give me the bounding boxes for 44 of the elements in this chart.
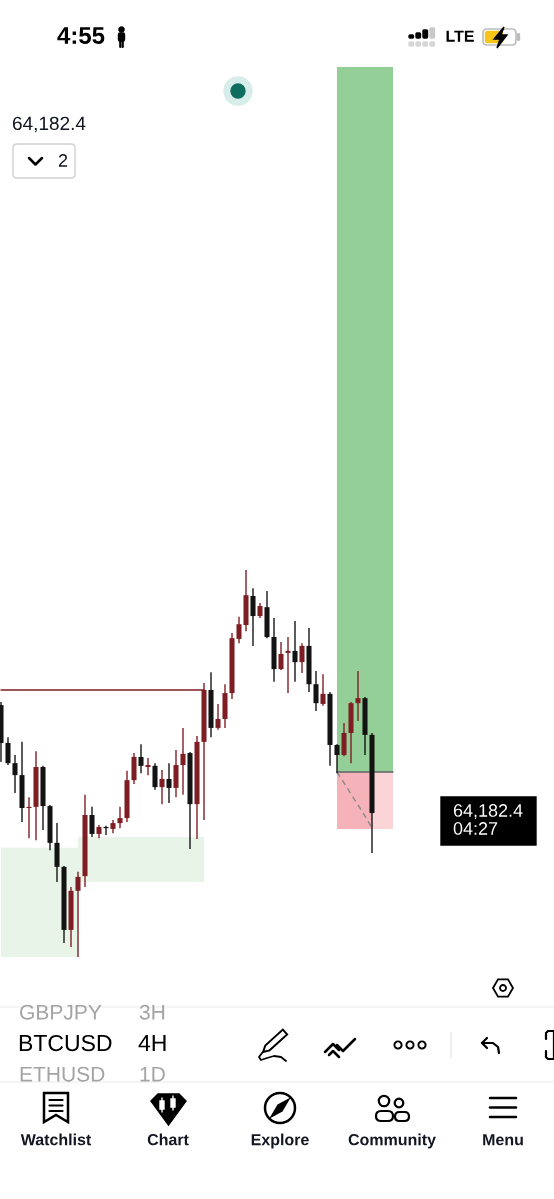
text: 4H xyxy=(138,1035,166,1051)
candlestick xyxy=(334,743,340,774)
candlestick xyxy=(278,641,284,671)
candlestick xyxy=(299,642,305,674)
candlestick xyxy=(5,736,11,766)
text: LTE xyxy=(446,30,474,42)
candlestick xyxy=(215,703,221,731)
candlestick xyxy=(166,762,172,804)
text: Watchlist xyxy=(20,1133,92,1146)
candlestick xyxy=(250,587,256,647)
text: 1D xyxy=(140,1066,165,1082)
candlestick xyxy=(138,743,144,774)
text: BTCUSD xyxy=(19,1034,112,1052)
candlestick xyxy=(341,722,347,757)
candlestick xyxy=(313,670,319,712)
candlestick xyxy=(152,762,158,791)
candlestick xyxy=(103,825,109,836)
text: ETHUSD xyxy=(20,1066,105,1082)
text: Chart xyxy=(147,1133,189,1146)
candlestick xyxy=(117,806,123,829)
text: Menu xyxy=(483,1134,523,1146)
candlestick xyxy=(159,769,165,805)
candlestick xyxy=(75,871,81,958)
text: Explore xyxy=(251,1133,309,1149)
candlestick xyxy=(180,727,186,796)
candlestick xyxy=(145,757,151,776)
text: Community xyxy=(348,1133,436,1149)
text: 2 xyxy=(58,154,68,167)
text: 04:27 xyxy=(453,822,498,835)
candlestick xyxy=(12,754,18,794)
candlestick xyxy=(173,749,179,798)
text: 4:55 xyxy=(57,27,105,44)
text: 64,182.4 xyxy=(453,804,523,819)
candlestick xyxy=(89,806,95,838)
candlestick xyxy=(26,796,32,839)
text: 64,182.4 xyxy=(12,116,86,133)
candlestick xyxy=(54,822,60,883)
candlestick xyxy=(131,752,137,785)
candlestick xyxy=(292,620,298,683)
text: 3H xyxy=(139,1004,165,1020)
candlestick xyxy=(285,636,291,694)
candlestick xyxy=(320,673,326,707)
text: GBPJPY xyxy=(20,1004,102,1020)
candlestick xyxy=(355,670,361,722)
